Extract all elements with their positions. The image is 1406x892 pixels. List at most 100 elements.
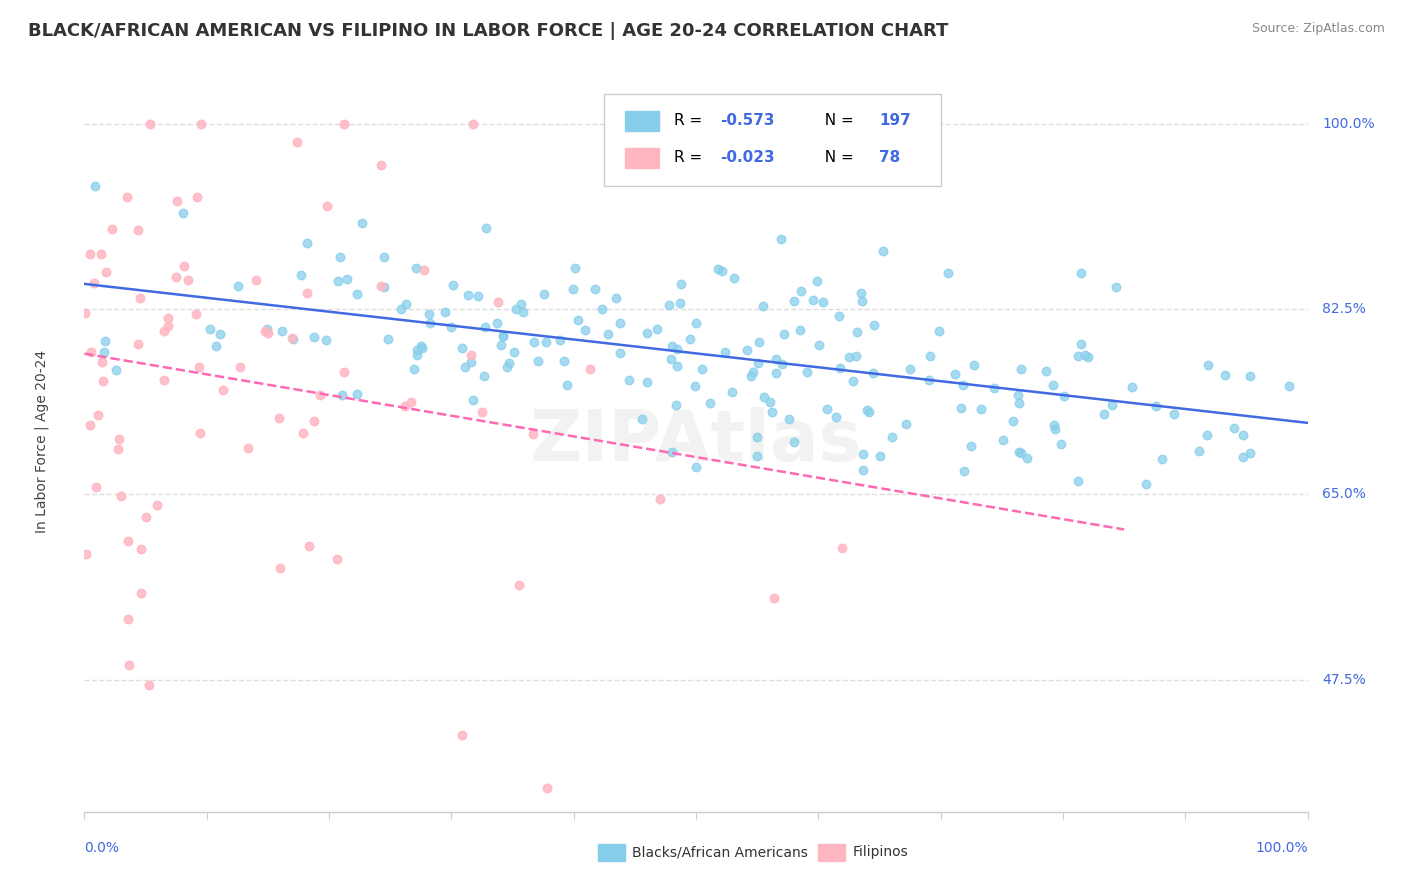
Text: 0.0%: 0.0% bbox=[84, 841, 120, 855]
Point bbox=[177, 273, 200, 287]
Point bbox=[79, 417, 101, 432]
Point bbox=[509, 297, 531, 311]
Point bbox=[665, 398, 688, 412]
Point bbox=[851, 293, 873, 308]
Point bbox=[1232, 428, 1254, 442]
Point bbox=[605, 291, 627, 305]
Point bbox=[1074, 348, 1097, 362]
Point bbox=[330, 388, 353, 402]
Point bbox=[135, 509, 157, 524]
Point bbox=[863, 318, 886, 332]
Point bbox=[1002, 414, 1025, 428]
Point bbox=[548, 334, 571, 348]
Point bbox=[186, 190, 208, 204]
Point bbox=[1043, 417, 1066, 432]
Point bbox=[508, 578, 530, 592]
Point bbox=[894, 417, 917, 432]
Point bbox=[852, 463, 875, 477]
Point bbox=[205, 339, 228, 353]
Point bbox=[669, 277, 692, 292]
Point bbox=[117, 657, 139, 672]
Point bbox=[845, 325, 868, 339]
Point bbox=[495, 360, 517, 375]
FancyBboxPatch shape bbox=[605, 94, 941, 186]
Point bbox=[838, 350, 860, 364]
Point bbox=[796, 365, 818, 379]
Point bbox=[139, 117, 162, 131]
Point bbox=[281, 331, 304, 345]
Text: BLACK/AFRICAN AMERICAN VS FILIPINO IN LABOR FORCE | AGE 20-24 CORRELATION CHART: BLACK/AFRICAN AMERICAN VS FILIPINO IN LA… bbox=[28, 22, 949, 40]
Point bbox=[377, 333, 399, 347]
Point bbox=[807, 338, 830, 352]
Point bbox=[669, 295, 692, 310]
Point bbox=[1042, 378, 1064, 392]
Point bbox=[409, 339, 432, 353]
Point bbox=[1043, 422, 1066, 436]
Text: In Labor Force | Age 20-24: In Labor Force | Age 20-24 bbox=[34, 350, 49, 533]
Point bbox=[772, 327, 794, 342]
Point bbox=[1035, 364, 1057, 378]
Point bbox=[1144, 399, 1167, 413]
Point bbox=[295, 285, 318, 300]
Point bbox=[329, 250, 352, 264]
Point bbox=[845, 349, 868, 363]
Point bbox=[953, 464, 976, 478]
Point bbox=[596, 326, 619, 341]
Point bbox=[475, 221, 498, 235]
Point bbox=[828, 360, 851, 375]
Point bbox=[754, 391, 776, 405]
Point bbox=[1163, 407, 1185, 421]
Bar bbox=[626, 147, 659, 169]
Point bbox=[460, 355, 482, 369]
Point bbox=[1101, 397, 1123, 411]
Point bbox=[256, 321, 278, 335]
Point bbox=[333, 365, 356, 379]
Point bbox=[172, 205, 194, 219]
Point bbox=[683, 379, 706, 393]
Point bbox=[526, 354, 548, 368]
Point bbox=[333, 117, 356, 131]
Point bbox=[1239, 369, 1261, 384]
Point bbox=[370, 159, 392, 173]
Point bbox=[783, 435, 806, 450]
Point bbox=[564, 261, 586, 276]
Point bbox=[394, 399, 416, 413]
Point bbox=[752, 299, 775, 313]
Point bbox=[267, 410, 290, 425]
Point bbox=[292, 425, 315, 440]
Point bbox=[156, 310, 179, 325]
Text: Source: ZipAtlas.com: Source: ZipAtlas.com bbox=[1251, 22, 1385, 36]
Point bbox=[238, 441, 260, 455]
Point bbox=[271, 324, 294, 338]
Point bbox=[315, 333, 337, 347]
Point bbox=[406, 343, 429, 358]
Point bbox=[1278, 379, 1301, 393]
Point bbox=[297, 235, 319, 250]
Point bbox=[882, 430, 904, 444]
Point bbox=[858, 405, 880, 419]
Point bbox=[1188, 444, 1211, 458]
Point bbox=[762, 591, 785, 605]
Bar bbox=[818, 845, 845, 861]
Point bbox=[463, 392, 485, 407]
Point bbox=[583, 282, 606, 296]
Point bbox=[399, 395, 422, 409]
Point bbox=[90, 247, 112, 261]
Point bbox=[145, 498, 167, 512]
Point bbox=[579, 361, 602, 376]
Point bbox=[970, 402, 993, 417]
Point bbox=[467, 289, 489, 303]
Point bbox=[115, 190, 138, 204]
Point bbox=[636, 326, 658, 341]
Text: -0.573: -0.573 bbox=[720, 113, 775, 128]
Point bbox=[389, 301, 412, 316]
Point bbox=[93, 334, 115, 348]
Point bbox=[107, 432, 129, 446]
Point bbox=[533, 286, 555, 301]
Point bbox=[433, 305, 456, 319]
Point bbox=[285, 135, 308, 149]
Point bbox=[952, 378, 974, 392]
Point bbox=[1232, 450, 1254, 465]
Text: ZIPAtlas: ZIPAtlas bbox=[530, 407, 862, 476]
Point bbox=[665, 343, 688, 357]
